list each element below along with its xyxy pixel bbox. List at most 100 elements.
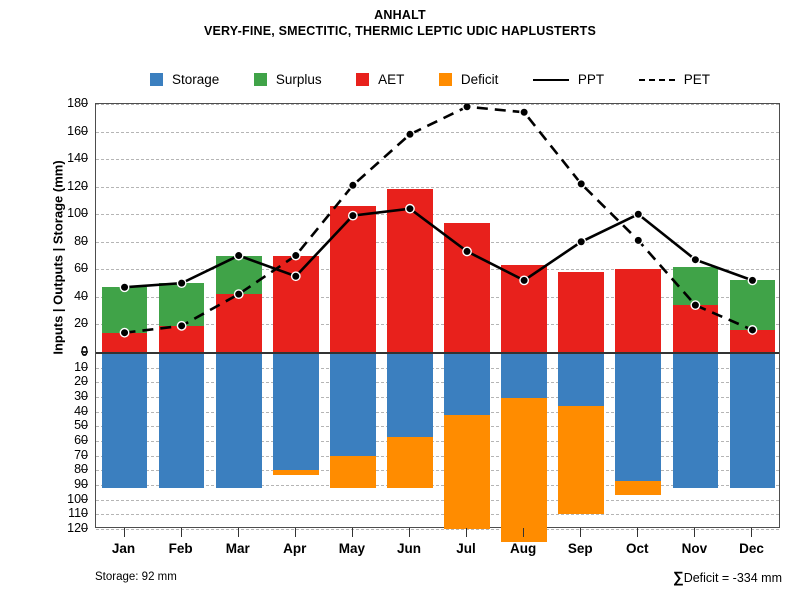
plot-area: [95, 103, 780, 543]
lower-bars: [96, 353, 779, 543]
lower-bar-group-jul[interactable]: [444, 353, 490, 529]
bar-segment-storage[interactable]: [330, 353, 376, 456]
bar-segment-storage[interactable]: [558, 353, 605, 406]
bar-segment-storage[interactable]: [272, 353, 319, 471]
y-tick: [81, 396, 88, 397]
bar-segment-deficit[interactable]: [444, 414, 490, 529]
x-tick-label-jun: Jun: [396, 541, 421, 556]
y-tick: [81, 323, 88, 325]
y-tick: [81, 425, 88, 427]
y-tick-label: 100: [67, 206, 88, 221]
x-tick-label-mar: Mar: [225, 541, 250, 556]
y-tick: [81, 103, 88, 104]
bar-segment-surplus[interactable]: [672, 266, 719, 306]
y-tick: [81, 381, 88, 383]
lower-bar-group-jan[interactable]: [101, 353, 148, 529]
x-tick-label-may: May: [338, 541, 366, 556]
lower-bar-group-feb[interactable]: [158, 353, 205, 529]
x-tick: [351, 528, 353, 537]
bar-segment-storage[interactable]: [387, 353, 433, 437]
bar-group-jan[interactable]: [101, 104, 148, 352]
bar-segment-aet[interactable]: [101, 332, 148, 352]
chart-legend: Storage Surplus AET Deficit PPT PET: [150, 68, 710, 90]
x-tick-label-dec: Dec: [739, 541, 764, 556]
bar-group-nov[interactable]: [672, 104, 719, 352]
y-tick-label: 0: [81, 345, 88, 359]
bar-segment-deficit[interactable]: [558, 405, 605, 515]
lower-bar-group-dec[interactable]: [729, 353, 776, 529]
bar-group-may[interactable]: [330, 104, 376, 352]
y-tick-label: 70: [74, 447, 88, 462]
bar-segment-storage[interactable]: [101, 353, 148, 488]
lower-bar-group-oct[interactable]: [615, 353, 662, 529]
bar-group-dec[interactable]: [729, 104, 776, 352]
bar-segment-storage[interactable]: [158, 353, 205, 488]
bar-group-sep[interactable]: [558, 104, 605, 352]
lower-bar-group-nov[interactable]: [672, 353, 719, 529]
zero-axis-line: [96, 352, 779, 354]
lower-panel: [96, 353, 779, 543]
legend-item-deficit[interactable]: Deficit: [438, 72, 498, 87]
y-axis-title: Inputs | Outputs | Storage (mm): [50, 160, 66, 355]
lower-bar-group-mar[interactable]: [215, 353, 262, 529]
bar-group-mar[interactable]: [215, 104, 262, 352]
bar-segment-deficit[interactable]: [330, 455, 376, 488]
bar-group-jul[interactable]: [444, 104, 490, 352]
legend-item-ppt[interactable]: PPT: [532, 72, 604, 87]
y-tick-label: 120: [67, 178, 88, 193]
bar-segment-surplus[interactable]: [158, 283, 205, 326]
chart-title-line2: VERY-FINE, SMECTITIC, THERMIC LEPTIC UDI…: [203, 24, 597, 38]
x-tick: [123, 528, 125, 537]
bar-group-aug[interactable]: [501, 104, 547, 352]
bar-segment-storage[interactable]: [672, 353, 719, 488]
legend-item-storage[interactable]: Storage: [150, 72, 219, 87]
lower-bar-group-jun[interactable]: [387, 353, 433, 529]
legend-item-surplus[interactable]: Surplus: [253, 72, 322, 87]
bar-segment-aet[interactable]: [501, 265, 547, 352]
bar-segment-deficit[interactable]: [272, 470, 319, 475]
bar-segment-storage[interactable]: [729, 353, 776, 488]
bar-segment-deficit[interactable]: [501, 398, 547, 543]
lower-bar-group-apr[interactable]: [272, 353, 319, 529]
x-tick: [294, 528, 296, 537]
bar-segment-surplus[interactable]: [729, 280, 776, 330]
y-tick: [81, 498, 88, 500]
bar-segment-aet[interactable]: [615, 269, 662, 352]
bar-segment-storage[interactable]: [615, 353, 662, 481]
bar-segment-aet[interactable]: [672, 305, 719, 352]
lower-bar-group-may[interactable]: [330, 353, 376, 529]
bar-segment-aet[interactable]: [444, 222, 490, 352]
bar-segment-surplus[interactable]: [215, 255, 262, 295]
y-tick: [81, 410, 88, 412]
bar-group-apr[interactable]: [272, 104, 319, 352]
y-tick: [81, 213, 88, 215]
y-tick-label: 110: [68, 506, 88, 521]
y-tick-label: 20: [74, 374, 88, 389]
x-tick: [637, 528, 639, 537]
legend-item-pet[interactable]: PET: [638, 71, 710, 87]
bar-segment-deficit[interactable]: [387, 436, 433, 488]
bar-segment-aet[interactable]: [558, 272, 605, 352]
legend-item-aet[interactable]: AET: [356, 72, 404, 87]
bar-group-feb[interactable]: [158, 104, 205, 352]
bar-segment-aet[interactable]: [215, 294, 262, 352]
lower-bar-group-sep[interactable]: [558, 353, 605, 529]
y-tick-label: 140: [67, 151, 88, 166]
bar-segment-deficit[interactable]: [615, 480, 662, 496]
bar-segment-aet[interactable]: [330, 205, 376, 352]
bar-segment-surplus[interactable]: [101, 287, 148, 333]
x-tick: [237, 528, 239, 537]
bar-segment-aet[interactable]: [387, 189, 433, 352]
lower-bar-group-aug[interactable]: [501, 353, 547, 543]
legend-swatch-aet-icon: [356, 72, 370, 86]
bar-segment-aet[interactable]: [729, 329, 776, 352]
deficit-sum-text: Deficit = -334 mm: [683, 571, 782, 585]
bar-segment-aet[interactable]: [158, 325, 205, 352]
bar-group-oct[interactable]: [615, 104, 662, 352]
bar-segment-aet[interactable]: [272, 255, 319, 352]
bar-segment-storage[interactable]: [215, 353, 262, 488]
bar-group-jun[interactable]: [387, 104, 433, 352]
bar-segment-storage[interactable]: [501, 353, 547, 399]
bar-segment-storage[interactable]: [444, 353, 490, 415]
legend-label: PET: [683, 71, 710, 87]
